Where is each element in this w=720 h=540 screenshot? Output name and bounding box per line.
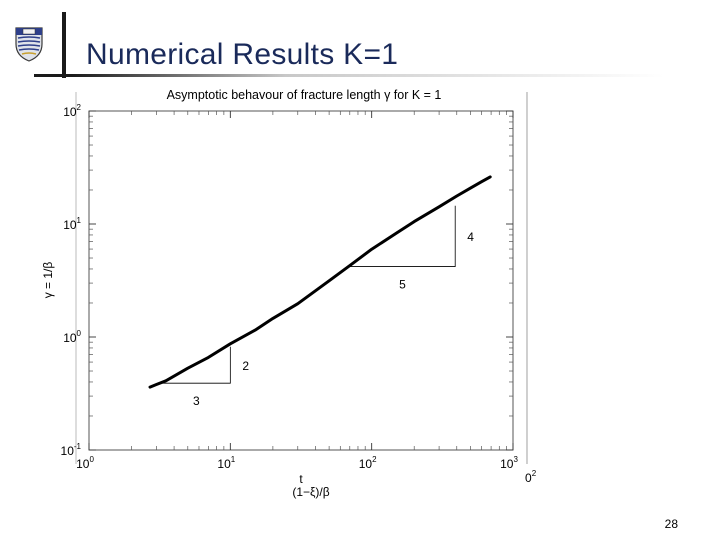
x-tick-label: 103: [500, 455, 518, 471]
slope-triangle: [162, 346, 231, 384]
series-line: [148, 175, 492, 389]
chart-title: Asymptotic behavour of fracture length γ…: [167, 88, 442, 102]
minor-ticks: [89, 111, 513, 450]
x-tick-label: 100: [76, 455, 94, 471]
header-vertical-bar: [62, 12, 66, 78]
slope-rise-label: 2: [242, 359, 249, 373]
x-tick-label: 102: [359, 455, 377, 471]
y-tick-label: 102: [63, 103, 81, 119]
header-underline: [34, 74, 664, 77]
y-tick-label: 100: [63, 329, 81, 345]
slope-triangle: [349, 205, 456, 267]
university-crest-logo: [14, 26, 44, 67]
slide-number: 28: [664, 517, 678, 531]
slide-title: Numerical Results K=1: [86, 38, 399, 71]
y-axis-label: γ = 1/β: [41, 262, 55, 299]
x-axis-label-t: t: [299, 472, 303, 486]
x-tick-label: 101: [217, 455, 235, 471]
y-tick-label: 101: [63, 216, 81, 232]
slope-rise-label: 4: [467, 230, 474, 244]
plot-frame: [88, 110, 514, 451]
major-ticks: [88, 110, 514, 451]
slope-run-label: 3: [193, 394, 200, 408]
slope-triangles: 3 2 5 4: [162, 205, 474, 408]
extra-tick-label: 02: [525, 469, 537, 485]
x-axis-label-ratio: (1−ξ)/β: [292, 485, 329, 499]
slope-run-label: 5: [399, 278, 406, 292]
y-tick-label: 10-1: [61, 442, 82, 458]
